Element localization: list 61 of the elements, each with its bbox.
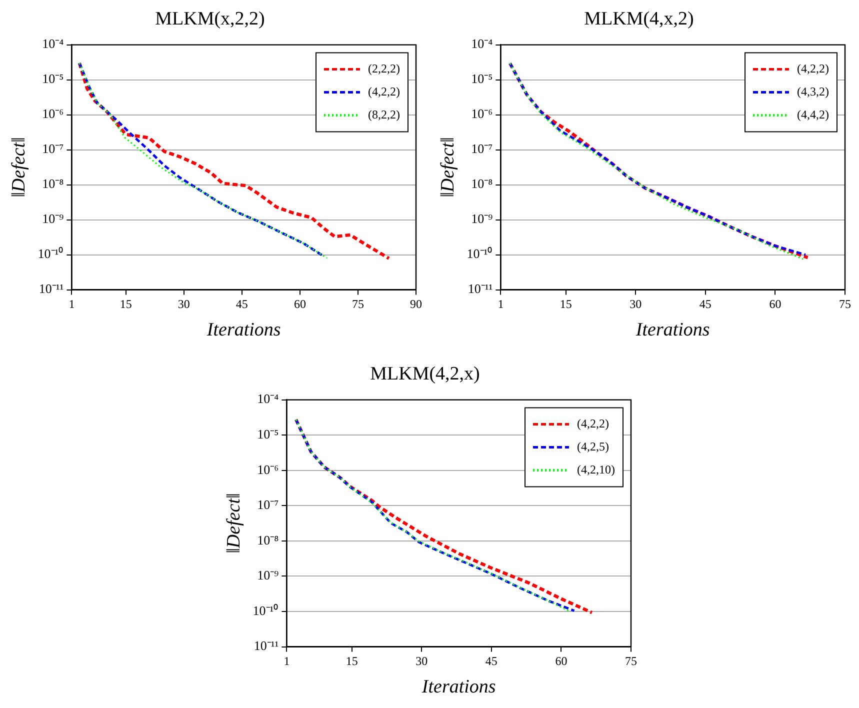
- y-tick-label: 10⁻⁴: [42, 36, 64, 52]
- x-tick-label: 60: [769, 297, 782, 312]
- legend-label: (4,2,2): [368, 84, 400, 98]
- y-tick-label: 10⁻⁸: [471, 176, 494, 192]
- y-axis-title: ‖Defect‖: [223, 493, 244, 554]
- chart-title: MLKM(x,2,2): [155, 8, 265, 30]
- y-axis-title: ‖Defect‖: [437, 137, 458, 198]
- y-tick-label: 10⁻¹¹: [468, 281, 493, 296]
- y-tick-label: 10⁻¹⁰: [466, 246, 493, 262]
- y-tick-label: 10⁻⁷: [257, 497, 279, 512]
- x-tick-label: 1: [284, 654, 290, 668]
- legend-label: (4,4,2): [797, 107, 830, 122]
- y-tick-label: 10⁻⁶: [42, 106, 64, 122]
- x-tick-label: 75: [839, 297, 851, 312]
- y-tick-label: 10⁻⁵: [257, 426, 279, 442]
- legend-label: (4,2,5): [577, 439, 610, 454]
- x-tick-label: 75: [625, 654, 637, 668]
- y-tick-label: 10⁻⁵: [471, 71, 493, 86]
- x-tick-label: 15: [346, 654, 358, 668]
- x-tick-label: 60: [555, 654, 568, 668]
- y-tick-label: 10⁻⁵: [42, 71, 64, 86]
- chart-title: MLKM(4,x,2): [584, 8, 694, 30]
- legend-label: (4,3,2): [797, 84, 830, 98]
- y-tick-label: 10⁻⁶: [471, 106, 493, 122]
- x-axis-title: Iterations: [634, 320, 710, 341]
- y-tick-label: 10⁻⁴: [471, 36, 494, 52]
- y-tick-label: 10⁻⁷: [471, 141, 493, 156]
- legend-label: (4,2,10): [577, 462, 616, 476]
- y-tick-label: 10⁻⁶: [257, 462, 279, 477]
- y-tick-label: 10⁻⁷: [42, 141, 64, 156]
- legend-label: (8,2,2): [368, 107, 400, 122]
- x-tick-label: 1: [68, 297, 75, 312]
- x-tick-label: 45: [236, 297, 248, 312]
- y-axis-title: ‖Defect‖: [8, 137, 30, 198]
- x-tick-label: 15: [120, 297, 132, 312]
- y-tick-label: 10⁻⁹: [257, 568, 280, 583]
- x-tick-label: 45: [485, 654, 498, 668]
- chart-title: MLKM(4,2,x): [370, 363, 480, 384]
- y-tick-label: 10⁻⁹: [42, 211, 64, 226]
- x-tick-label: 30: [178, 297, 190, 312]
- y-tick-label: 10⁻⁸: [42, 176, 64, 192]
- x-tick-label: 1: [498, 297, 504, 312]
- x-tick-label: 15: [560, 297, 572, 312]
- x-tick-label: 75: [352, 297, 364, 312]
- y-tick-label: 10⁻⁴: [257, 391, 280, 406]
- legend-label: (2,2,2): [368, 61, 400, 76]
- y-tick-label: 10⁻¹⁰: [38, 246, 64, 262]
- legend-label: (4,2,2): [577, 416, 610, 430]
- y-tick-label: 10⁻¹¹: [38, 281, 64, 296]
- y-tick-label: 10⁻¹¹: [254, 638, 279, 654]
- x-axis-title: Iterations: [420, 676, 496, 698]
- x-tick-label: 60: [294, 297, 306, 312]
- x-tick-label: 90: [410, 297, 422, 312]
- x-tick-label: 30: [630, 297, 642, 312]
- x-tick-label: 45: [699, 297, 712, 312]
- y-tick-label: 10⁻⁸: [257, 532, 280, 548]
- x-tick-label: 30: [416, 654, 428, 668]
- legend-label: (4,2,2): [797, 61, 830, 76]
- x-axis-title: Iterations: [206, 320, 281, 341]
- y-tick-label: 10⁻¹⁰: [252, 602, 279, 618]
- y-tick-label: 10⁻⁹: [471, 211, 494, 226]
